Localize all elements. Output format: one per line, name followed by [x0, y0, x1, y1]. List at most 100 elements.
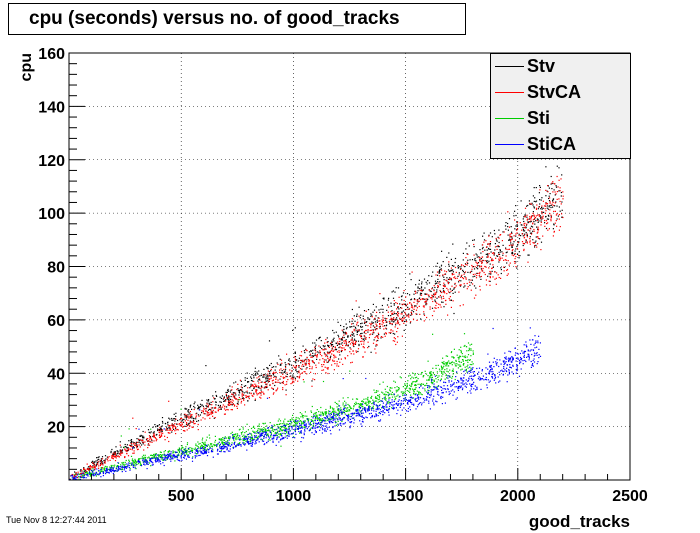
data-point — [221, 442, 223, 444]
data-point — [284, 365, 287, 367]
data-point — [441, 367, 443, 369]
data-point — [477, 262, 480, 264]
data-point — [168, 427, 170, 429]
data-point — [515, 235, 517, 237]
data-point — [291, 370, 293, 372]
data-point — [171, 424, 173, 426]
data-point — [206, 415, 208, 417]
data-point — [291, 422, 293, 424]
data-point — [309, 368, 311, 370]
data-point — [452, 370, 454, 372]
data-point — [533, 214, 535, 216]
data-point — [412, 307, 414, 309]
data-point — [439, 281, 441, 283]
data-point — [493, 253, 495, 255]
data-point — [405, 315, 407, 317]
data-point — [453, 312, 455, 315]
data-point — [236, 444, 238, 446]
data-point — [385, 398, 387, 400]
data-point — [297, 428, 299, 430]
data-point — [263, 427, 265, 429]
data-point — [529, 327, 531, 329]
data-point — [274, 372, 276, 374]
data-point — [357, 340, 360, 342]
data-point — [252, 395, 254, 397]
data-point — [372, 303, 374, 305]
data-point — [515, 214, 517, 217]
data-point — [298, 366, 300, 368]
data-point — [260, 385, 263, 387]
data-point — [404, 303, 406, 305]
data-point — [379, 327, 381, 329]
data-point — [436, 291, 438, 293]
data-point — [96, 468, 98, 470]
data-point — [507, 248, 509, 251]
data-point — [538, 357, 540, 359]
data-point — [199, 403, 202, 405]
data-point — [353, 330, 355, 332]
data-point — [210, 443, 212, 445]
data-point — [164, 435, 166, 437]
data-point — [185, 418, 187, 420]
data-point — [479, 271, 481, 273]
data-point — [399, 318, 401, 320]
data-point — [494, 271, 496, 273]
data-point — [299, 427, 301, 429]
data-point — [269, 364, 271, 366]
data-point — [263, 435, 265, 438]
data-point — [485, 284, 488, 286]
data-point — [365, 310, 367, 312]
data-point — [152, 455, 154, 457]
data-point — [165, 428, 167, 430]
data-point — [349, 405, 351, 408]
data-point — [199, 407, 201, 409]
data-point — [327, 341, 329, 343]
data-point — [142, 441, 144, 444]
data-point — [426, 379, 428, 381]
data-point — [311, 356, 313, 358]
data-point — [120, 446, 122, 448]
data-point — [273, 366, 275, 368]
data-point — [371, 414, 374, 417]
data-point — [511, 231, 513, 233]
data-point — [325, 414, 327, 416]
data-point — [208, 408, 211, 410]
data-point — [395, 343, 397, 346]
data-point — [258, 425, 260, 427]
data-point — [346, 410, 348, 412]
data-point — [520, 224, 522, 226]
data-point — [345, 345, 347, 347]
data-point — [482, 235, 484, 237]
data-point — [513, 215, 515, 217]
data-point — [556, 165, 558, 167]
data-point — [406, 390, 408, 392]
data-point — [509, 239, 511, 241]
data-point — [443, 282, 445, 284]
data-point — [530, 217, 532, 219]
data-point — [321, 418, 323, 420]
data-point — [491, 267, 493, 269]
data-point — [465, 263, 467, 266]
data-point — [402, 386, 404, 388]
data-point — [448, 360, 450, 362]
data-point — [535, 341, 537, 343]
data-point — [346, 408, 348, 410]
data-point — [545, 227, 548, 230]
data-point — [432, 371, 434, 374]
data-point — [488, 260, 490, 262]
data-point — [334, 401, 336, 403]
data-point — [485, 279, 487, 281]
data-point — [369, 318, 371, 320]
data-point — [430, 378, 433, 380]
data-point — [474, 273, 476, 275]
data-point — [532, 363, 534, 365]
data-point — [351, 331, 353, 333]
data-point — [285, 430, 287, 432]
data-point — [414, 374, 416, 376]
data-point — [306, 415, 308, 417]
data-point — [312, 342, 314, 344]
data-point — [418, 297, 420, 300]
data-point — [550, 216, 552, 219]
data-point — [429, 290, 431, 292]
data-point — [186, 422, 188, 424]
